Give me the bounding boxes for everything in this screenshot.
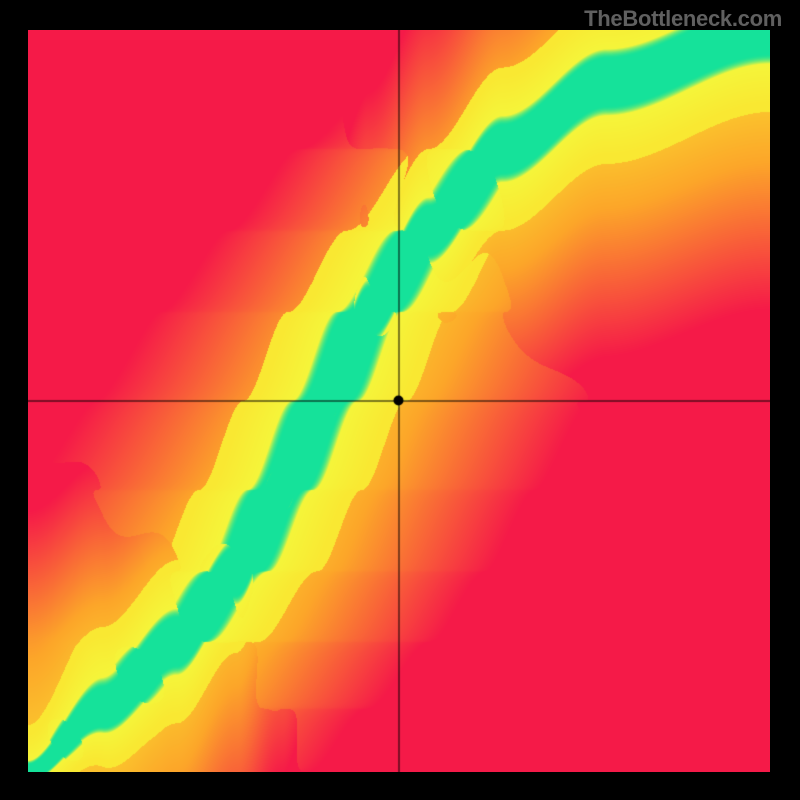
heatmap-plot: [28, 30, 770, 772]
chart-container: TheBottleneck.com: [0, 0, 800, 800]
watermark-text: TheBottleneck.com: [584, 6, 782, 32]
